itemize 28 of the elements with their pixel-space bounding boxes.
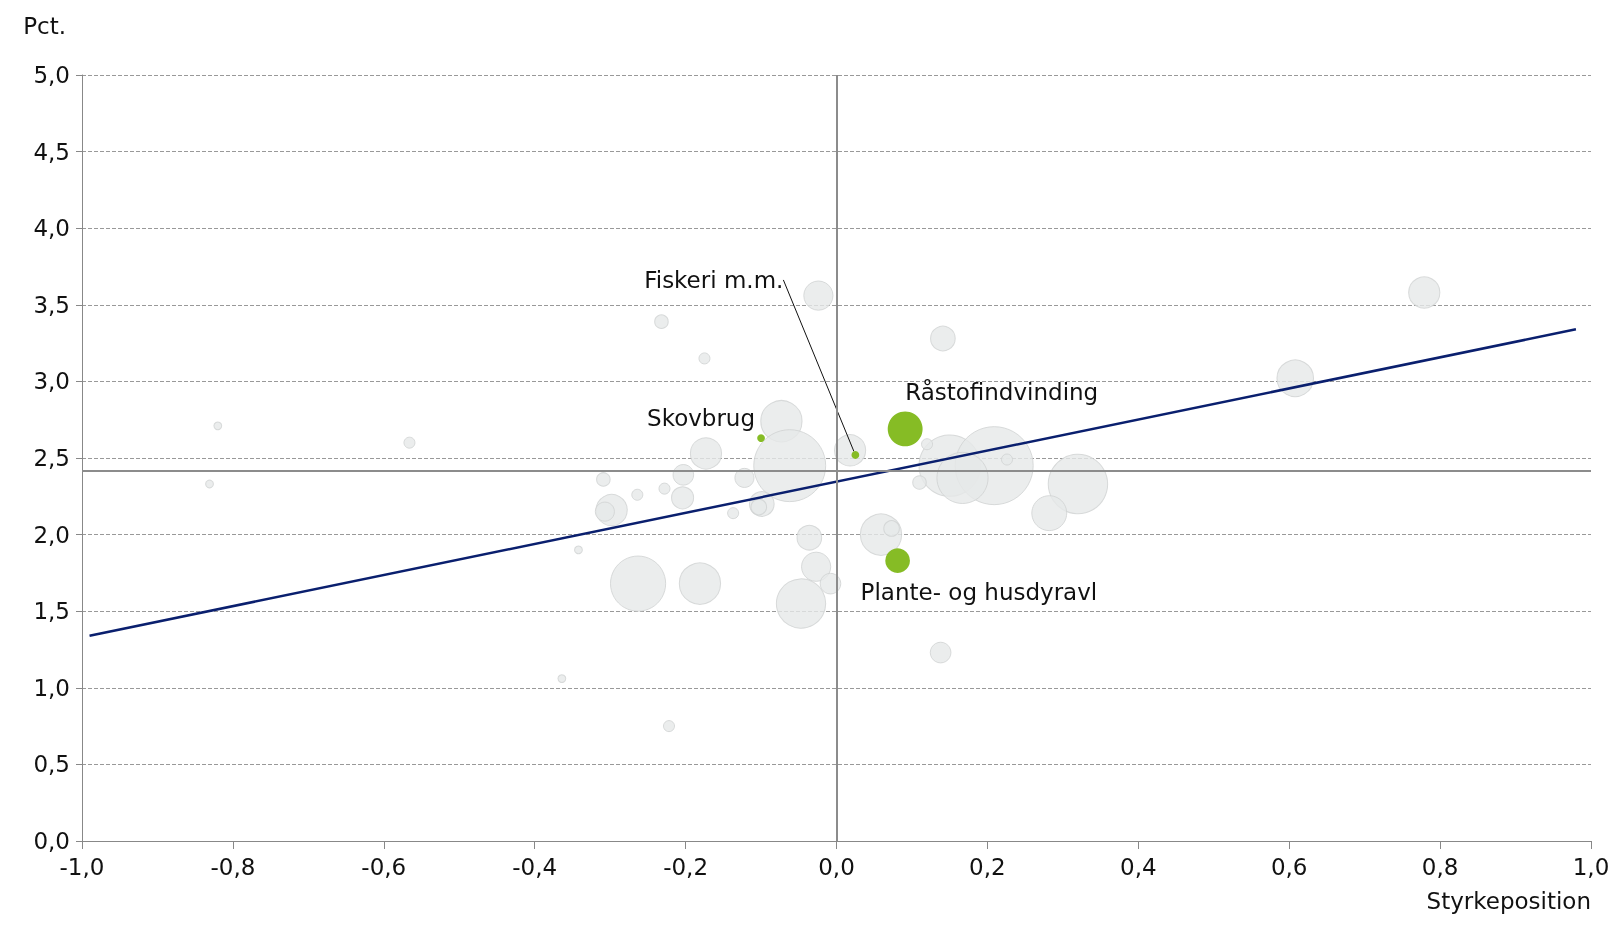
text: Fiskeri m.m. [644, 266, 784, 293]
y-tick-label: 2,0 [33, 521, 70, 548]
y-axis-title: Pct. [23, 12, 66, 39]
x-axis-title: Styrkeposition [1426, 887, 1591, 914]
x-tick-label: -0,4 [512, 853, 558, 880]
y-tick-label: 1,5 [33, 598, 70, 625]
y-tick-label: 3,0 [33, 368, 70, 395]
y-tick-label: 2,5 [33, 445, 70, 471]
x-tick-label: -0,8 [210, 853, 256, 880]
y-tick-label: 4,0 [33, 215, 70, 242]
x-tick-label: 0,0 [818, 853, 855, 880]
series-label: Skovbrug [647, 405, 756, 432]
y-tick-label: 0,5 [33, 751, 70, 778]
x-tick-label: -0,2 [663, 853, 709, 880]
series-label: Råstofindvinding [905, 377, 1099, 405]
x-tick-label: -0,6 [361, 853, 407, 880]
x-tick-label: 0,8 [1421, 853, 1459, 880]
x-tick-label: 1,0 [1572, 853, 1610, 880]
y-tick-label: 4,5 [33, 138, 70, 165]
y-tick-label: 1,0 [33, 674, 70, 701]
x-tick-label: 0,4 [1120, 853, 1157, 880]
x-tick-label: 0,6 [1270, 853, 1308, 880]
series-label: Plante- og husdyravl [860, 578, 1098, 605]
y-tick-label: 0,0 [33, 828, 70, 854]
x-tick-label: -1,0 [59, 853, 105, 880]
x-tick-label: 0,2 [969, 853, 1006, 880]
y-tick-label: 3,5 [33, 291, 70, 318]
y-tick-label: 5,0 [33, 62, 70, 88]
